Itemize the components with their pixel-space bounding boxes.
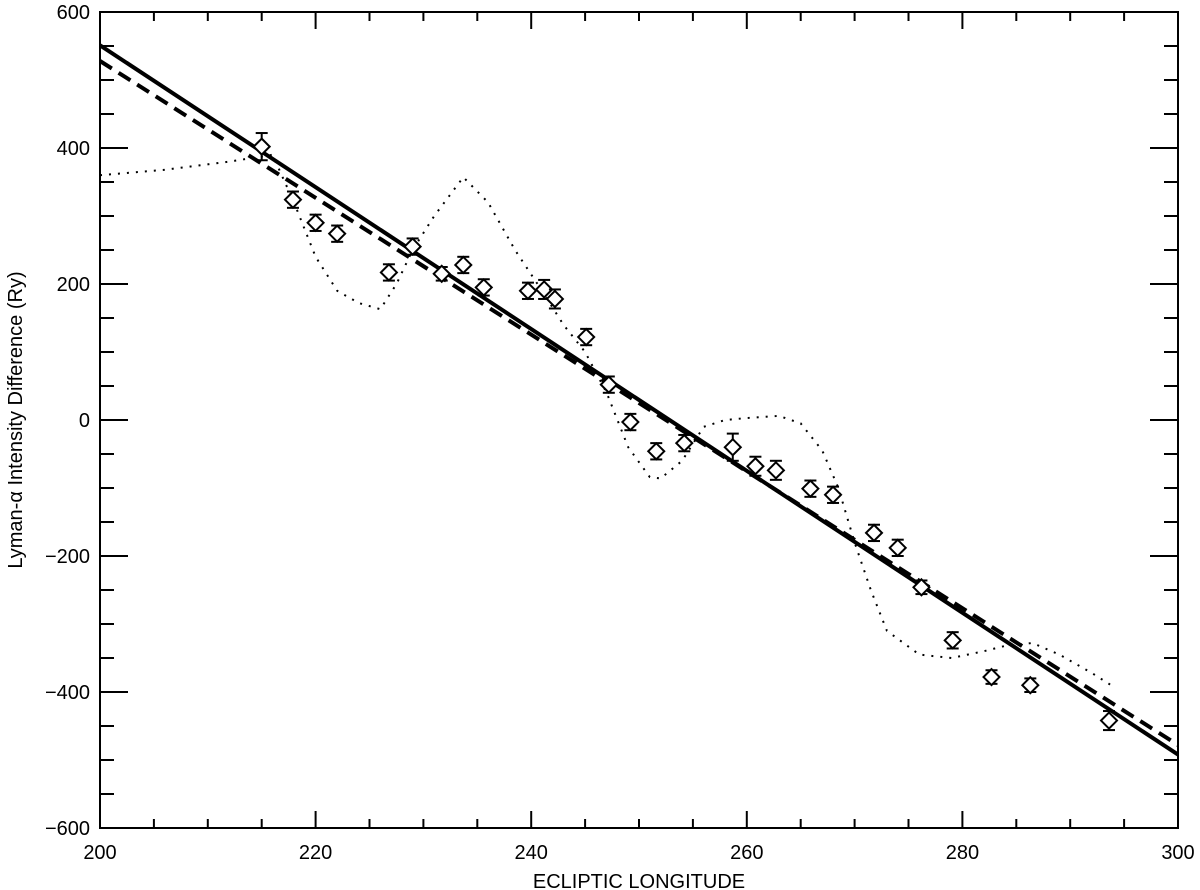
- data-point: [620, 412, 640, 432]
- data-point: [1020, 675, 1040, 695]
- x-tick-label: 260: [730, 842, 763, 864]
- diamond-marker: [576, 327, 596, 347]
- y-tick-label: 200: [57, 274, 90, 296]
- x-tick-label: 220: [299, 842, 332, 864]
- data-point: [1099, 710, 1119, 732]
- data-point: [599, 375, 619, 395]
- diamond-marker: [545, 289, 565, 309]
- x-tick-label: 300: [1161, 842, 1194, 864]
- data-point: [518, 281, 538, 301]
- data-point: [982, 667, 1001, 687]
- x-tick-label: 280: [946, 842, 979, 864]
- diamond-marker: [453, 255, 473, 275]
- diamond-marker: [888, 538, 908, 558]
- y-tick-label: 400: [57, 138, 90, 160]
- y-axis-label: Lyman-α Intensity Difference (Ry): [5, 271, 27, 568]
- diamond-marker: [306, 213, 326, 233]
- axis-ticks: [99, 11, 1179, 829]
- x-axis-label: ECLIPTIC LONGITUDE: [533, 871, 745, 890]
- diamond-marker: [646, 441, 666, 461]
- data-point: [327, 224, 347, 244]
- data-point: [379, 263, 399, 282]
- diamond-marker: [823, 485, 843, 505]
- x-tick-label: 200: [83, 842, 116, 864]
- diamond-marker: [620, 412, 640, 432]
- data-point: [306, 213, 326, 233]
- y-tick-label: −600: [45, 818, 90, 840]
- diamond-marker: [912, 577, 931, 597]
- diamond-marker: [599, 375, 619, 395]
- diamond-marker: [327, 224, 347, 244]
- y-tick-label: −400: [45, 682, 90, 704]
- data-point: [674, 433, 694, 453]
- data-point: [800, 479, 820, 499]
- tick-labels: 200 220 240 260 280 300 −600 −400 −200 0 200 400 600: [45, 2, 1195, 864]
- data-point: [723, 432, 743, 462]
- data-point: [888, 538, 908, 558]
- dotted-model-line: [99, 153, 1114, 688]
- diamond-marker: [518, 281, 538, 301]
- y-tick-label: −200: [45, 546, 90, 568]
- solid-fit-line: [98, 43, 1180, 757]
- data-point: [912, 577, 931, 597]
- data-point: [746, 455, 765, 477]
- diamond-marker: [283, 190, 303, 210]
- data-point: [474, 277, 494, 297]
- diamond-marker: [379, 263, 399, 282]
- data-points: [252, 132, 1119, 732]
- data-point: [823, 485, 843, 505]
- diamond-marker: [746, 456, 765, 476]
- diamond-marker: [982, 667, 1001, 687]
- data-point: [283, 190, 303, 210]
- data-point: [864, 523, 884, 543]
- dashed-fit-line: [98, 59, 1180, 747]
- data-point: [534, 278, 554, 300]
- data-point: [453, 255, 473, 275]
- data-point: [943, 630, 963, 650]
- diamond-marker: [674, 433, 694, 453]
- diamond-marker: [943, 630, 963, 650]
- data-point: [252, 132, 272, 162]
- diamond-marker: [766, 460, 786, 480]
- data-point: [576, 327, 596, 347]
- y-tick-label: 0: [79, 410, 90, 432]
- data-point: [432, 264, 452, 284]
- data-point: [646, 441, 666, 461]
- diamond-marker: [432, 264, 452, 284]
- diamond-marker: [474, 277, 494, 297]
- diamond-marker: [800, 479, 820, 499]
- data-point: [766, 459, 786, 481]
- diamond-marker: [864, 523, 884, 543]
- fit-lines: [98, 43, 1180, 757]
- diamond-marker: [1020, 675, 1040, 695]
- diamond-marker: [723, 437, 743, 457]
- data-point: [545, 288, 565, 310]
- diamond-marker: [252, 137, 272, 157]
- diamond-marker: [534, 280, 554, 299]
- diamond-marker: [403, 237, 423, 257]
- diamond-marker: [1099, 711, 1119, 730]
- x-tick-label: 240: [515, 842, 548, 864]
- data-point: [403, 237, 423, 257]
- y-tick-label: 600: [57, 2, 90, 24]
